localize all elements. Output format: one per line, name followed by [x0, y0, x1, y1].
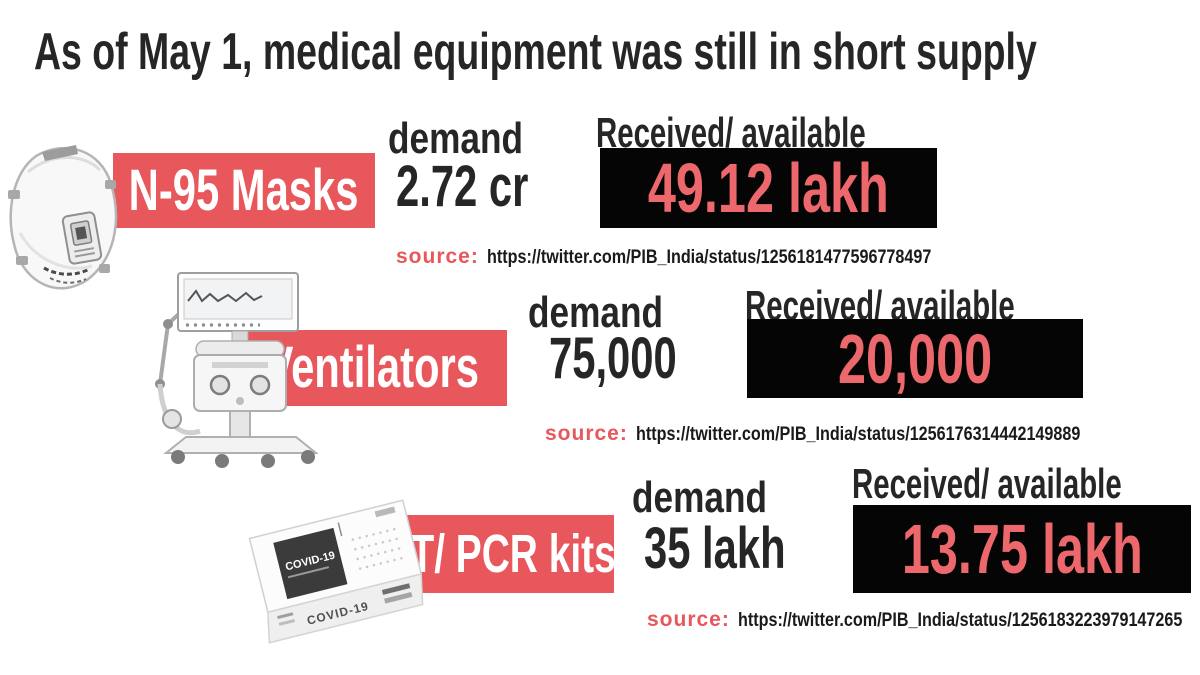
source-line: source: https://twitter.com/PIB_India/sta… [545, 422, 1159, 446]
n95-mask-image [4, 138, 126, 293]
source-line: source: https://twitter.com/PIB_India/sta… [396, 245, 1010, 269]
demand-label: demand [528, 288, 663, 337]
source-label: source: [647, 608, 730, 631]
received-label: Received/ available [852, 460, 1122, 507]
rt-pcr-kit-image: COVID-19 COVID-19 [230, 492, 437, 644]
received-label: Received/ available [596, 109, 866, 156]
demand-value: 75,000 [549, 326, 677, 391]
equipment-name: N-95 Masks [129, 157, 359, 223]
received-value-box: 49.12 lakh [600, 148, 937, 228]
demand-value: 2.72 cr [396, 154, 529, 219]
page-title: As of May 1, medical equipment was still… [34, 23, 1200, 81]
received-value: 13.75 lakh [901, 510, 1143, 588]
received-value: 49.12 lakh [648, 149, 889, 227]
source-line: source: https://twitter.com/PIB_India/sta… [647, 608, 1200, 632]
equipment-name-band: RT/ PCR kits [382, 515, 617, 593]
source-url: https://twitter.com/PIB_India/status/125… [737, 610, 1183, 631]
demand-label: demand [632, 473, 767, 522]
equipment-name: Ventilators [265, 335, 479, 400]
received-value: 20,000 [837, 319, 993, 398]
source-url: https://twitter.com/PIB_India/status/125… [635, 424, 1081, 445]
rt-pcr-kit-icon: COVID-19 COVID-19 [248, 499, 424, 644]
source-label: source: [396, 245, 479, 268]
demand-label: demand [388, 114, 523, 163]
page-title-text: As of May 1, medical equipment was still… [34, 23, 1037, 81]
demand-value: 35 lakh [644, 516, 786, 581]
received-value-box: 13.75 lakh [853, 505, 1191, 593]
ventilator-image [120, 268, 335, 470]
n95-mask-icon [8, 145, 118, 290]
ventilator-icon [155, 272, 319, 468]
equipment-name-band: N-95 Masks [113, 153, 375, 228]
received-value-box: 20,000 [747, 319, 1083, 398]
equipment-name: RT/ PCR kits [382, 524, 617, 584]
source-url: https://twitter.com/PIB_India/status/125… [486, 247, 932, 268]
source-label: source: [545, 422, 628, 445]
